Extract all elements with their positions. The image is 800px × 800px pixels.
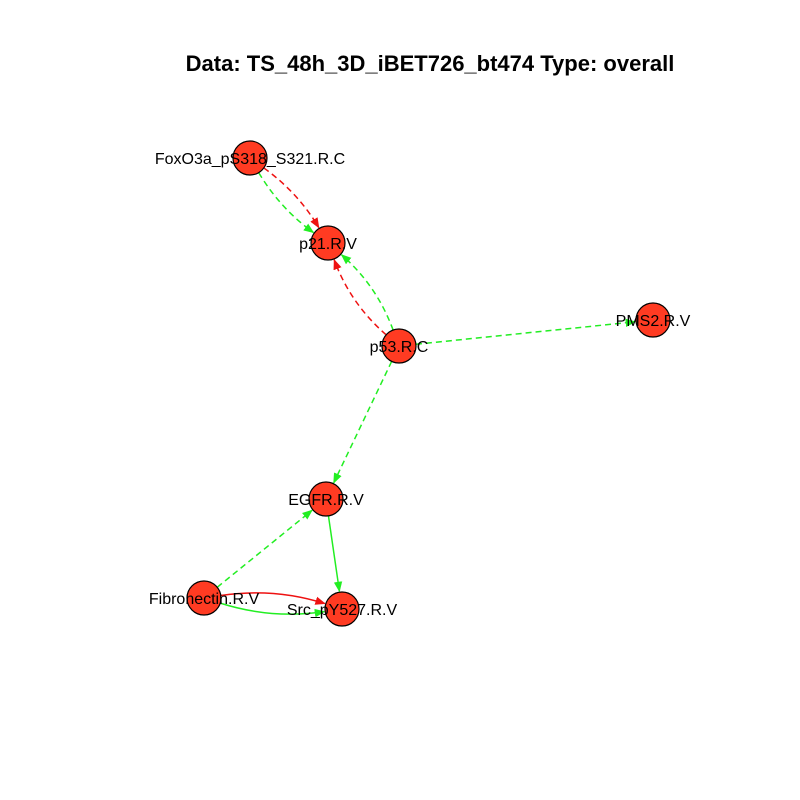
edge-p53-to-pms2-activation — [415, 318, 637, 346]
node-fibronectin — [186, 580, 222, 616]
node-src — [324, 591, 360, 627]
node-label-egfr: EGFR.R.V — [288, 492, 364, 509]
node-p53 — [381, 328, 417, 364]
edge-fibronectin-to-src-activation — [219, 602, 326, 618]
edge-foxo3a-to-p21-inhibition — [263, 167, 320, 229]
node-pms2 — [635, 302, 671, 338]
edge-foxo3a-to-p21-activation — [258, 172, 315, 234]
node-label-pms2: PMS2.R.V — [616, 313, 691, 330]
node-label-src: Src_pY527.R.V — [287, 602, 398, 619]
node-label-p21: p21.R.V — [299, 236, 357, 253]
node-p21 — [310, 225, 346, 261]
diagram-title: Data: TS_48h_3D_iBET726_bt474 Type: over… — [186, 51, 675, 76]
node-label-foxo3a: FoxO3a_pS318_S321.R.C — [155, 151, 345, 168]
edge-egfr-to-src-activation — [327, 515, 343, 593]
edges-layer — [216, 167, 637, 618]
edge-fibronectin-to-src-inhibition — [220, 592, 326, 605]
edge-fibronectin-to-egfr-activation — [216, 509, 313, 588]
nodes-layer: FoxO3a_pS318_S321.R.C p21.R.V p53.R.C PMS2.… — [149, 140, 691, 627]
node-label-fibronectin: Fibronectin.R.V — [149, 591, 260, 608]
edge-p53-to-p21-inhibition — [333, 258, 387, 336]
node-egfr — [308, 481, 344, 517]
edge-p53-to-p21-activation — [340, 254, 394, 331]
edge-p53-to-egfr-activation — [333, 361, 393, 484]
node-foxo3a — [232, 140, 268, 176]
node-label-p53: p53.R.C — [370, 339, 429, 356]
